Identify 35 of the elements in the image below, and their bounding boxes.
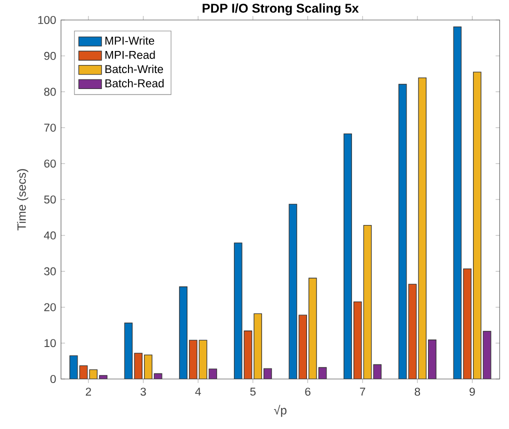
x-axis-title: √p [274,404,286,417]
bar [398,84,407,379]
y-tick-label: 90 [44,52,56,60]
legend-label: Batch-Read [105,79,164,88]
chart-title: PDP I/O Strong Scaling 5x [202,3,359,16]
y-tick-label: 50 [44,195,56,204]
y-tick-label: 60 [44,160,56,168]
x-tick-label: 2 [86,388,91,396]
bar [344,133,352,379]
y-tick-label: 80 [44,88,56,96]
legend-label: MPI-Write [105,36,154,45]
x-tick-label: 8 [414,388,420,396]
y-tick-label: 10 [44,339,56,348]
bar [288,204,298,379]
x-tick-label: 7 [360,388,366,396]
bar [179,286,188,379]
x-tick-label: 3 [140,388,146,396]
x-tick-label: 9 [470,388,475,396]
y-tick-label: 40 [44,231,56,240]
bar [482,330,492,379]
bar [428,340,436,379]
y-tick-label: 100 [38,16,56,24]
x-tick-label: 4 [195,388,201,396]
x-tick-label: 5 [250,388,256,396]
x-tick-label: 6 [305,388,310,396]
y-tick-label: 30 [44,267,56,276]
y-tick-label: 20 [44,303,56,312]
y-axis-title: Time (secs) [17,169,28,230]
bar [124,322,133,379]
legend-label: Batch-Write [105,64,164,74]
y-tick-label: 0 [50,374,56,384]
bar [453,26,462,379]
y-tick-label: 70 [44,124,56,132]
bar [234,242,242,379]
legend-label: MPI-Read [105,50,155,59]
